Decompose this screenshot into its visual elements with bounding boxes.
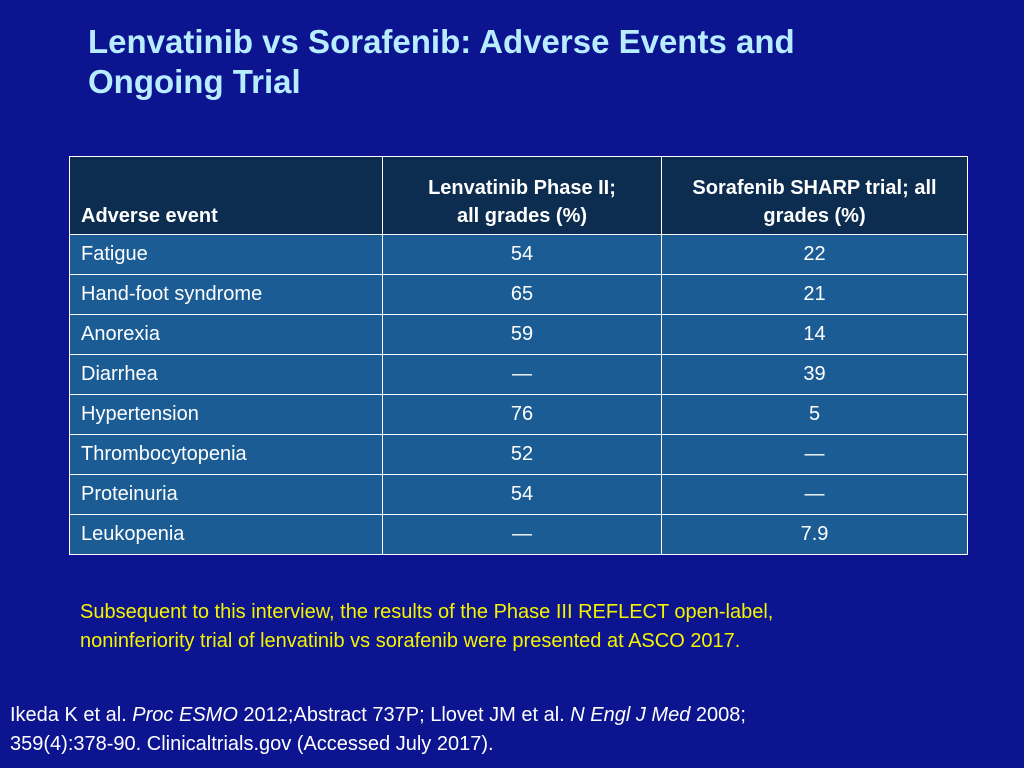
table-row: Diarrhea — 39 (69, 354, 968, 395)
cell-sorafenib: — (661, 434, 968, 475)
note-line1: Subsequent to this interview, the result… (80, 601, 774, 623)
header-sorafenib-line1: Sorafenib SHARP trial; all (692, 177, 937, 199)
table-header-row: Adverse event Lenvatinib Phase II; all g… (69, 156, 968, 235)
reflect-trial-note: Subsequent to this interview, the result… (80, 598, 980, 656)
header-sorafenib-line2: grades (%) (763, 205, 866, 227)
header-lenvatinib: Lenvatinib Phase II; all grades (%) (382, 156, 662, 235)
cell-sorafenib: 22 (661, 234, 968, 275)
header-adverse-event-label: Adverse event (81, 205, 218, 227)
cell-event: Diarrhea (69, 354, 383, 395)
cell-event: Leukopenia (69, 514, 383, 555)
cell-sorafenib: 14 (661, 314, 968, 355)
ref-journal1: Proc ESMO (132, 704, 238, 726)
adverse-events-table: Adverse event Lenvatinib Phase II; all g… (69, 156, 968, 555)
slide-title-line2: Ongoing Trial (88, 63, 301, 100)
cell-sorafenib: 39 (661, 354, 968, 395)
cell-lenvatinib: 65 (382, 274, 662, 315)
table-row: Proteinuria 54 — (69, 474, 968, 515)
cell-lenvatinib: — (382, 354, 662, 395)
cell-lenvatinib: 59 (382, 314, 662, 355)
ref-journal2: N Engl J Med (570, 704, 691, 726)
cell-sorafenib: 21 (661, 274, 968, 315)
cell-event: Anorexia (69, 314, 383, 355)
cell-sorafenib: — (661, 474, 968, 515)
table-row: Fatigue 54 22 (69, 234, 968, 275)
ref-part2: 2012;Abstract 737P; Llovet JM et al. (237, 704, 571, 726)
header-sorafenib: Sorafenib SHARP trial; all grades (%) (661, 156, 968, 235)
table-row: Anorexia 59 14 (69, 314, 968, 355)
cell-sorafenib: 5 (661, 394, 968, 435)
cell-lenvatinib: — (382, 514, 662, 555)
header-lenvatinib-line2: all grades (%) (456, 205, 588, 227)
note-line2: noninferiority trial of lenvatinib vs so… (80, 630, 741, 652)
ref-line2: 359(4):378-90. Clinicaltrials.gov (Acces… (10, 733, 494, 755)
table-row: Hand-foot syndrome 65 21 (69, 274, 968, 315)
header-adverse-event: Adverse event (69, 156, 383, 235)
cell-sorafenib: 7.9 (661, 514, 968, 555)
ref-part1: Ikeda K et al. (10, 704, 133, 726)
cell-event: Thrombocytopenia (69, 434, 383, 475)
ref-part3: 2008; (690, 704, 746, 726)
table-row: Leukopenia — 7.9 (69, 514, 968, 555)
slide-title-line1: Lenvatinib vs Sorafenib: Adverse Events … (88, 23, 795, 60)
header-lenvatinib-line1: Lenvatinib Phase II; (428, 177, 616, 199)
cell-event: Hand-foot syndrome (69, 274, 383, 315)
cell-lenvatinib: 54 (382, 234, 662, 275)
references: Ikeda K et al. Proc ESMO 2012;Abstract 7… (10, 701, 1010, 759)
table-row: Hypertension 76 5 (69, 394, 968, 435)
cell-lenvatinib: 76 (382, 394, 662, 435)
cell-event: Proteinuria (69, 474, 383, 515)
slide-title: Lenvatinib vs Sorafenib: Adverse Events … (88, 22, 968, 102)
cell-event: Fatigue (69, 234, 383, 275)
cell-lenvatinib: 54 (382, 474, 662, 515)
cell-lenvatinib: 52 (382, 434, 662, 475)
table-row: Thrombocytopenia 52 — (69, 434, 968, 475)
cell-event: Hypertension (69, 394, 383, 435)
